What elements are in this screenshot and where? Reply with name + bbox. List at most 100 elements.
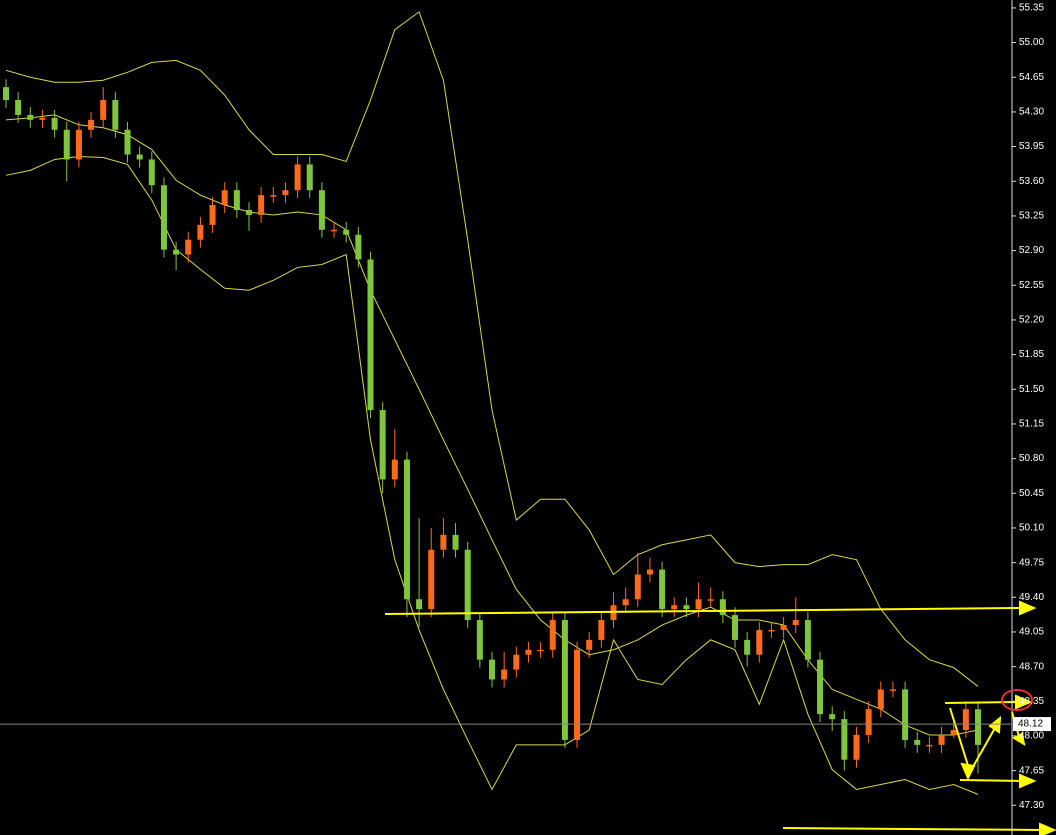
trend-line xyxy=(782,827,1043,831)
y-tick-label: 53.60 xyxy=(1019,176,1044,187)
candle-body xyxy=(246,209,252,215)
y-tick-label: 49.40 xyxy=(1019,592,1044,603)
y-tick-label: 52.20 xyxy=(1019,315,1044,326)
candle-body xyxy=(282,190,289,196)
y-tick-label: 48.35 xyxy=(1019,696,1044,707)
candle-body xyxy=(88,119,95,130)
candle-body xyxy=(233,190,240,210)
candle-body xyxy=(355,234,362,260)
candle-body xyxy=(634,574,641,600)
candle-body xyxy=(331,229,338,232)
trend-line xyxy=(959,779,1023,782)
candle-body xyxy=(318,190,325,230)
y-tick-label: 55.35 xyxy=(1019,3,1044,14)
candle-body xyxy=(975,709,981,745)
candle-body xyxy=(865,709,872,735)
y-tick-label: 51.50 xyxy=(1019,384,1044,395)
candle-body xyxy=(586,639,593,650)
candle-body xyxy=(950,730,957,735)
candle-body xyxy=(476,620,483,660)
bollinger-upper xyxy=(5,11,979,687)
candle-body xyxy=(598,620,605,640)
y-tick-label: 53.25 xyxy=(1019,211,1044,222)
candle-body xyxy=(403,459,410,600)
candle-body xyxy=(343,229,350,235)
candle-body xyxy=(889,689,896,691)
candle-body xyxy=(489,659,495,680)
candle-body xyxy=(841,719,848,760)
candle-body xyxy=(537,649,544,652)
candle-body xyxy=(209,205,216,225)
candle-body xyxy=(804,620,811,660)
y-tick-label: 47.30 xyxy=(1019,800,1044,811)
candle-body xyxy=(792,620,799,626)
bollinger-middle xyxy=(5,114,979,736)
candle-body xyxy=(294,164,301,191)
candle-body xyxy=(148,159,155,186)
candle-body xyxy=(877,689,884,710)
candle-body xyxy=(75,129,82,160)
candle-body xyxy=(3,87,9,101)
candle-body xyxy=(112,100,119,130)
candle-body xyxy=(962,709,969,731)
y-tick-label: 47.65 xyxy=(1019,765,1044,776)
candle-body xyxy=(756,629,763,655)
candle-body xyxy=(440,534,447,550)
candle-body xyxy=(39,117,46,120)
candle-body xyxy=(391,459,398,480)
candle-body xyxy=(926,744,933,747)
highlight-circle xyxy=(1001,689,1033,711)
arrow-head xyxy=(960,762,976,781)
candle-body xyxy=(817,659,824,715)
candle-body xyxy=(197,224,204,240)
candle-body xyxy=(173,249,180,255)
candle-body xyxy=(744,639,751,655)
arrow-head xyxy=(1019,600,1037,616)
candle-body xyxy=(464,549,471,621)
candle-body xyxy=(258,195,265,215)
y-tick-label: 49.75 xyxy=(1019,557,1044,568)
candle-body xyxy=(63,129,70,160)
y-tick-label: 51.15 xyxy=(1019,419,1044,430)
candle-body xyxy=(902,689,909,740)
candle-body xyxy=(379,410,386,480)
candle-body xyxy=(501,669,508,680)
arrow-head xyxy=(1019,773,1037,789)
candle-body xyxy=(51,117,58,130)
y-tick-label: 53.95 xyxy=(1019,141,1044,152)
candle-body xyxy=(561,620,568,740)
candle-body xyxy=(513,654,520,670)
candle-body xyxy=(780,625,787,630)
y-tick-label: 48.00 xyxy=(1019,731,1044,742)
candle-body xyxy=(306,164,313,191)
candle-body xyxy=(853,734,860,760)
y-tick-label: 50.45 xyxy=(1019,488,1044,499)
candle-body xyxy=(428,549,435,610)
candle-body xyxy=(136,154,143,160)
y-tick-label: 54.30 xyxy=(1019,107,1044,118)
y-tick-label: 50.10 xyxy=(1019,523,1044,534)
candle-body xyxy=(270,195,277,197)
trend-line xyxy=(944,701,1019,704)
candle-body xyxy=(416,599,423,610)
candle-body xyxy=(659,569,666,610)
candle-body xyxy=(719,599,726,616)
candle-body xyxy=(938,734,945,745)
candle-body xyxy=(124,129,131,155)
candle-body xyxy=(914,739,921,745)
candle-body xyxy=(768,629,775,632)
y-tick-label: 55.00 xyxy=(1019,37,1044,48)
last-price-box xyxy=(1013,717,1051,732)
candle-body xyxy=(707,599,714,601)
y-tick-label: 50.80 xyxy=(1019,453,1044,464)
candle-body xyxy=(732,615,738,640)
last-price-label: 48.12 xyxy=(1018,719,1043,730)
arrow-head xyxy=(1011,732,1026,747)
candle-body xyxy=(646,569,653,575)
candle-body xyxy=(367,259,374,411)
candle-body xyxy=(683,605,690,610)
y-tick-label: 52.90 xyxy=(1019,245,1044,256)
candle-body xyxy=(27,114,34,120)
